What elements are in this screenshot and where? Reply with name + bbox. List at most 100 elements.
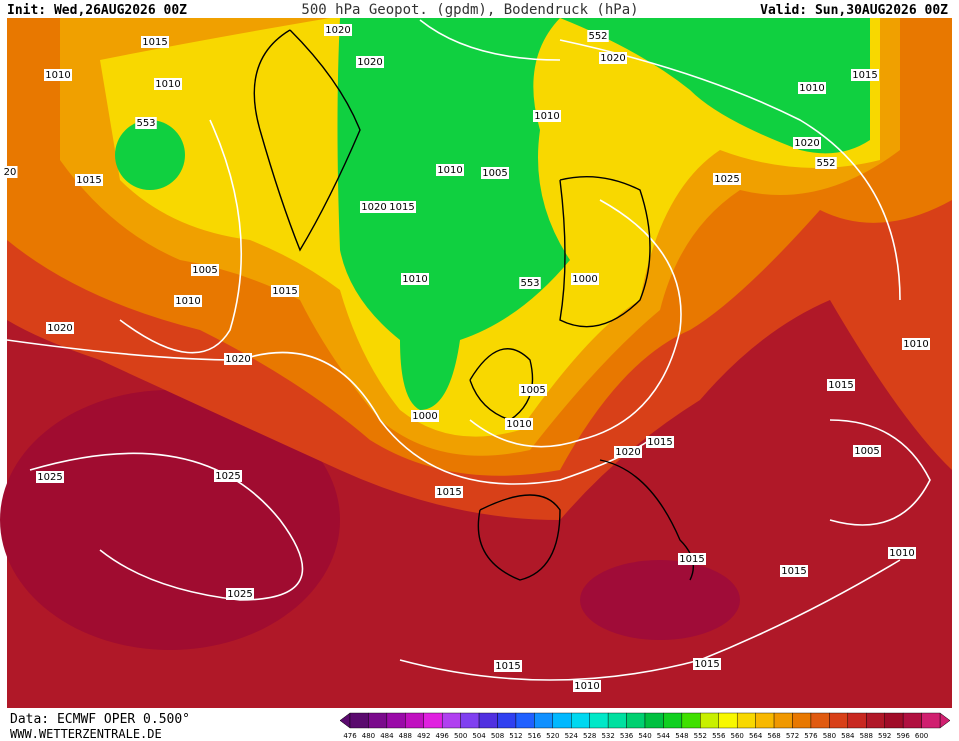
isobar-label: 553 [520,278,539,289]
scale-label: 576 [804,732,818,740]
label-box [141,36,169,48]
isobar-label: 1000 [412,411,437,422]
isobar-label: 1015 [142,37,167,48]
isobar-label: 1005 [482,168,507,179]
label-box [678,553,706,565]
isobar-label: 1015 [436,487,461,498]
label-box [191,264,219,276]
scale-label: 560 [731,732,744,740]
coastline [559,176,651,328]
scale-label: 492 [417,732,430,740]
label-box [388,201,416,213]
scale-swatch [589,712,609,729]
scale-swatch [534,712,554,729]
isobar-label: 1015 [694,659,719,670]
label-box [226,588,254,600]
isobar-label: 1020 [325,25,350,36]
isobar-label: 1015 [495,661,520,672]
label-box [888,547,916,559]
label-box [902,338,930,350]
scale-label: 520 [546,732,559,740]
scale-label: 504 [472,732,486,740]
isobar [469,199,682,448]
scale-swatch [571,712,590,729]
isobar-label: 1015 [76,175,101,186]
scale-swatch [810,712,830,729]
label-box [599,52,627,64]
scale-label: 508 [491,732,504,740]
scale-swatch [755,712,775,729]
label-box [494,660,522,672]
isobar-label: 1010 [437,165,462,176]
isobar-label: 1010 [402,274,427,285]
label-box [2,166,18,178]
isobar [829,419,931,526]
scale-label: 552 [694,732,707,740]
scale-swatch [902,712,922,729]
isobar-label: 1010 [534,111,559,122]
label-box [46,322,74,334]
label-box [793,137,821,149]
scale-swatch [460,712,480,729]
color-scale: 476 480 484 488 492 496 500 504 508 512 516 520 524 5… [339,712,951,740]
label-box [44,69,72,81]
isobar-label: 1010 [155,79,180,90]
label-box [614,446,642,458]
scale-swatch [515,712,535,729]
label-box [853,445,881,457]
coastline [477,494,561,581]
scale-swatch [921,712,941,729]
label-box [481,167,509,179]
map-title: 500 hPa Geopot. (gpdm), Bodendruck (hPa) [301,2,638,18]
coastline [253,29,361,252]
scale-swatch [736,712,756,729]
scale-label: 488 [399,732,412,740]
isobar-label: 1025 [215,471,240,482]
valid-time: Valid: Sun,30AUG2026 00Z [760,3,948,18]
scale-swatch [386,712,406,729]
scale-label: 592 [878,732,891,740]
scale-swatch [718,712,738,729]
scale-label: 600 [915,732,928,740]
scale-swatch [773,712,793,729]
scale-swatch [441,712,461,729]
isobar-label: 1010 [889,548,914,559]
label-box [436,164,464,176]
isobar-label: 1020 [615,447,640,458]
label-box [827,379,855,391]
scale-swatch [847,712,867,729]
isobar-label: 552 [588,31,607,42]
label-box [214,470,242,482]
website: WWW.WETTERZENTRALE.DE [10,727,162,741]
init-time: Init: Wed,26AUG2026 00Z [7,3,187,18]
isobar-labels: 1015 1020 1010 1010 553 1020 552 1020 1010 1015 10… [2,24,930,692]
isobar-label: 1020 [600,53,625,64]
isobar [419,19,561,61]
isobar-label: 1010 [903,339,928,350]
isobars [6,19,931,681]
field-green [115,120,185,190]
isobar-label: 1025 [227,589,252,600]
isobar-label: 1005 [854,446,879,457]
label-box [851,69,879,81]
label-box [533,110,561,122]
label-box [271,285,299,297]
isobar-label: 20 [4,167,17,178]
scale-swatch [349,712,369,729]
scale-label: 500 [454,732,467,740]
label-box [401,273,429,285]
isobar-label: 1015 [389,202,414,213]
scale-swatch [607,712,627,729]
isobar-label: 1005 [520,385,545,396]
scale-swatch [681,712,701,729]
label-box [573,680,601,692]
scale-swatch [884,712,904,729]
isobar [399,559,901,681]
label-box [815,157,837,169]
isobar-label: 1020 [794,138,819,149]
scale-label: 516 [528,732,542,740]
scale-label: 532 [601,732,614,740]
scale-swatch [478,712,498,729]
isobar-label: 552 [816,158,835,169]
scale-label: 496 [436,732,450,740]
